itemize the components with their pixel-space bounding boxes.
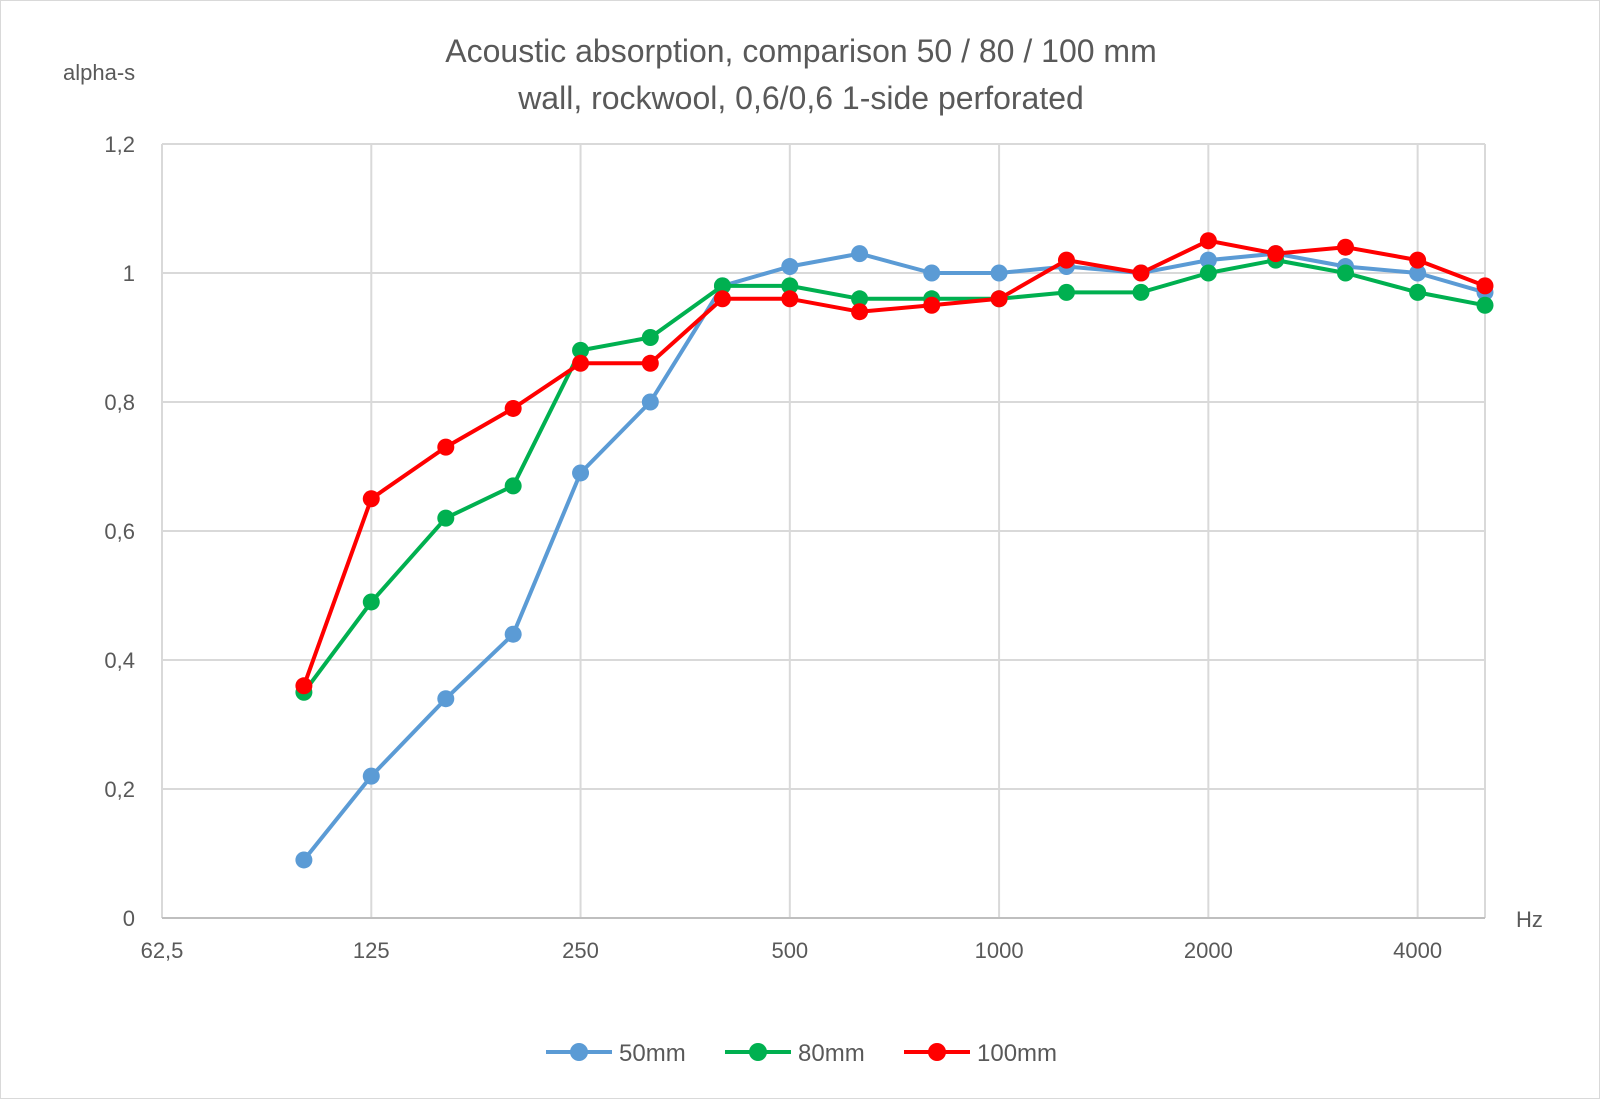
data-point: [295, 677, 313, 695]
data-point: [1267, 245, 1285, 263]
legend-item-50mm: 50mm: [546, 1040, 686, 1067]
data-point: [1199, 232, 1217, 250]
data-point: [781, 258, 799, 276]
series-line: [301, 238, 1487, 688]
data-point: [504, 477, 522, 495]
legend-label: 50mm: [619, 1040, 686, 1067]
data-point: [923, 264, 941, 282]
data-point: [1337, 238, 1355, 256]
y-tick-label: 1: [123, 261, 135, 286]
data-point: [1199, 251, 1217, 269]
data-point: [851, 303, 869, 321]
data-point: [641, 354, 659, 372]
series-lines: [295, 232, 1494, 869]
y-tick-label: 1,2: [104, 132, 135, 157]
data-point: [923, 296, 941, 314]
legend-marker: [749, 1043, 767, 1061]
x-tick-label: 250: [562, 938, 599, 963]
data-point: [1409, 283, 1427, 301]
tick-labels: 0 0,2 0,4 0,6 0,8 1 1,2 62,5 125 250 500 1000 2000 40…: [104, 132, 1442, 963]
x-tick-label: 1000: [975, 938, 1024, 963]
legend-marker: [570, 1043, 588, 1061]
data-point: [504, 625, 522, 643]
legend: 50mm 80mm 100mm: [546, 1040, 1057, 1067]
legend-item-100mm: 100mm: [904, 1040, 1057, 1067]
data-point: [1057, 283, 1075, 301]
data-point: [641, 393, 659, 411]
data-point: [1132, 283, 1150, 301]
y-tick-label: 0,8: [104, 390, 135, 415]
data-point: [713, 290, 731, 308]
data-point: [641, 329, 659, 346]
data-point: [781, 277, 799, 295]
series-50mm: [295, 245, 1494, 869]
y-tick-label: 0,6: [104, 519, 135, 544]
data-point: [437, 509, 455, 527]
data-point: [1132, 264, 1150, 282]
data-point: [504, 399, 522, 417]
data-point: [362, 767, 380, 785]
data-point: [713, 277, 731, 295]
data-point: [1476, 277, 1494, 295]
y-axis-label: alpha-s: [63, 60, 135, 85]
series-80mm: [295, 251, 1494, 701]
data-point: [851, 245, 869, 263]
data-point: [1057, 251, 1075, 269]
data-point: [990, 264, 1008, 282]
data-point: [851, 290, 869, 308]
chart-subtitle: wall, rockwool, 0,6/0,6 1-side perforate…: [517, 80, 1084, 116]
data-point: [572, 341, 590, 359]
data-point: [1409, 251, 1427, 269]
data-point: [572, 354, 590, 372]
data-point: [1337, 264, 1355, 282]
data-point: [362, 593, 380, 611]
legend-marker: [928, 1043, 946, 1061]
legend-item-80mm: 80mm: [725, 1040, 865, 1067]
legend-label: 100mm: [977, 1040, 1057, 1067]
data-point: [781, 290, 799, 308]
data-point: [1199, 264, 1217, 282]
x-tick-label: 500: [771, 938, 808, 963]
x-tick-label: 2000: [1184, 938, 1233, 963]
x-axis-label: Hz: [1516, 907, 1543, 932]
series-line: [301, 251, 1487, 862]
data-point: [437, 690, 455, 708]
series-line: [301, 258, 1487, 695]
data-point: [572, 464, 590, 482]
data-point: [1476, 296, 1494, 314]
legend-label: 80mm: [798, 1040, 865, 1067]
data-point: [1409, 264, 1427, 282]
y-tick-label: 0,2: [104, 777, 135, 802]
x-tick-label: 125: [353, 938, 390, 963]
data-point: [295, 851, 313, 869]
chart-title: Acoustic absorption, comparison 50 / 80 …: [445, 33, 1156, 69]
y-tick-label: 0: [123, 906, 135, 931]
series-100mm: [295, 232, 1494, 695]
data-point: [990, 290, 1008, 308]
data-point: [437, 438, 455, 456]
y-tick-label: 0,4: [104, 648, 135, 673]
data-point: [362, 490, 380, 508]
x-tick-label: 4000: [1393, 938, 1442, 963]
x-tick-label: 62,5: [141, 938, 184, 963]
